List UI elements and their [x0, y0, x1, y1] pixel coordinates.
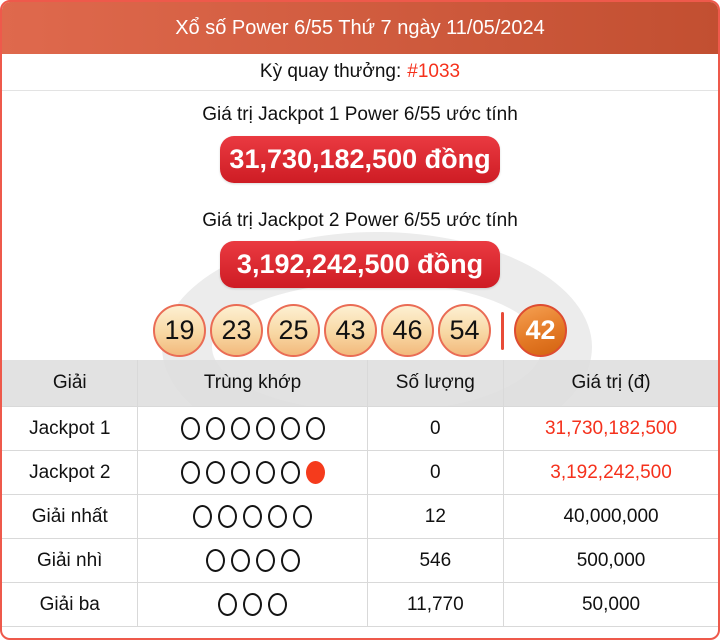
prize-count: 11,770: [366, 582, 504, 627]
draw-period-row: Kỳ quay thưởng: #1033: [2, 54, 718, 91]
match-circle-open-icon: [180, 417, 200, 440]
prize-count: 12: [366, 494, 504, 539]
match-circle-open-icon: [205, 549, 225, 572]
match-circle-open-icon: [280, 461, 300, 484]
match-circle-open-icon: [293, 505, 313, 528]
results-table: Giải Trùng khớp Số lượng Giá trị (đ) Jac…: [2, 360, 718, 627]
prize-name: Giải nhất: [2, 494, 138, 539]
match-circle-filled-icon: [305, 461, 325, 484]
jackpot2-label: Giá trị Jackpot 2 Power 6/55 ước tính: [202, 210, 518, 231]
match-circle-open-icon: [268, 505, 288, 528]
column-header-value: Giá trị (đ): [503, 360, 718, 407]
card-content: Xổ số Power 6/55 Thứ 7 ngày 11/05/2024 K…: [2, 2, 718, 627]
jackpot1-label: Giá trị Jackpot 1 Power 6/55 ước tính: [202, 104, 518, 125]
match-pattern: [137, 582, 368, 627]
prize-value: 50,000: [503, 582, 718, 627]
match-circle-open-icon: [180, 461, 200, 484]
column-header-match: Trùng khớp: [137, 360, 368, 407]
winning-ball: 23: [210, 304, 263, 357]
table-row: Jackpot 2 0 3,192,242,500: [2, 450, 718, 495]
match-circle-open-icon: [218, 505, 238, 528]
match-circle-open-icon: [243, 593, 263, 616]
match-circle-open-icon: [230, 461, 250, 484]
match-circle-open-icon: [193, 505, 213, 528]
prize-count: 0: [366, 450, 504, 495]
table-row: Giải nhất 12 40,000,000: [2, 494, 718, 539]
results-tbody: Jackpot 1 0 31,730,182,500 Jackpot 2 0 3,192,…: [2, 406, 718, 627]
prize-value: 31,730,182,500: [503, 406, 718, 451]
table-row: Giải nhì 546 500,000: [2, 538, 718, 583]
jackpot2-value-badge: 3,192,242,500 đồng: [220, 241, 500, 288]
winning-numbers: 19 23 25 43 46 54 42: [2, 304, 718, 357]
prize-name: Jackpot 1: [2, 406, 138, 451]
results-table-head: Giải Trùng khớp Số lượng Giá trị (đ): [2, 360, 718, 407]
match-circle-open-icon: [243, 505, 263, 528]
jackpot1-value-badge: 31,730,182,500 đồng: [220, 136, 500, 183]
draw-period-label: Kỳ quay thưởng:: [259, 61, 402, 82]
prize-name: Giải nhì: [2, 538, 138, 583]
prize-count: 546: [366, 538, 504, 583]
special-ball-divider: [501, 311, 504, 350]
match-circle-open-icon: [218, 593, 238, 616]
table-row: Jackpot 1 0 31,730,182,500: [2, 406, 718, 451]
column-header-prize: Giải: [2, 360, 138, 407]
prize-value: 500,000: [503, 538, 718, 583]
table-row: Giải ba 11,770 50,000: [2, 582, 718, 627]
prize-value: 40,000,000: [503, 494, 718, 539]
column-header-count: Số lượng: [366, 360, 504, 407]
prize-value: 3,192,242,500: [503, 450, 718, 495]
prize-name: Jackpot 2: [2, 450, 138, 495]
match-circle-open-icon: [255, 461, 275, 484]
match-pattern: [137, 406, 368, 451]
winning-ball: 43: [324, 304, 377, 357]
prize-name: Giải ba: [2, 582, 138, 627]
draw-period-number: #1033: [407, 61, 461, 82]
page-title-text: Xổ số Power 6/55 Thứ 7 ngày 11/05/2024: [175, 16, 545, 39]
match-circle-open-icon: [268, 593, 288, 616]
match-circle-open-icon: [280, 549, 300, 572]
match-pattern: [137, 494, 368, 539]
winning-ball: 19: [153, 304, 206, 357]
match-circle-open-icon: [230, 549, 250, 572]
match-circle-open-icon: [205, 461, 225, 484]
page-title: Xổ số Power 6/55 Thứ 7 ngày 11/05/2024: [2, 2, 718, 54]
match-circle-open-icon: [255, 417, 275, 440]
winning-ball: 25: [267, 304, 320, 357]
match-pattern: [137, 450, 368, 495]
results-header-row: Giải Trùng khớp Số lượng Giá trị (đ): [2, 360, 718, 407]
prize-count: 0: [366, 406, 504, 451]
match-circle-open-icon: [280, 417, 300, 440]
winning-ball: 46: [381, 304, 434, 357]
match-circle-open-icon: [205, 417, 225, 440]
match-circle-open-icon: [305, 417, 325, 440]
special-ball: 42: [514, 304, 567, 357]
match-pattern: [137, 538, 368, 583]
winning-ball: 54: [438, 304, 491, 357]
match-circle-open-icon: [255, 549, 275, 572]
match-circle-open-icon: [230, 417, 250, 440]
